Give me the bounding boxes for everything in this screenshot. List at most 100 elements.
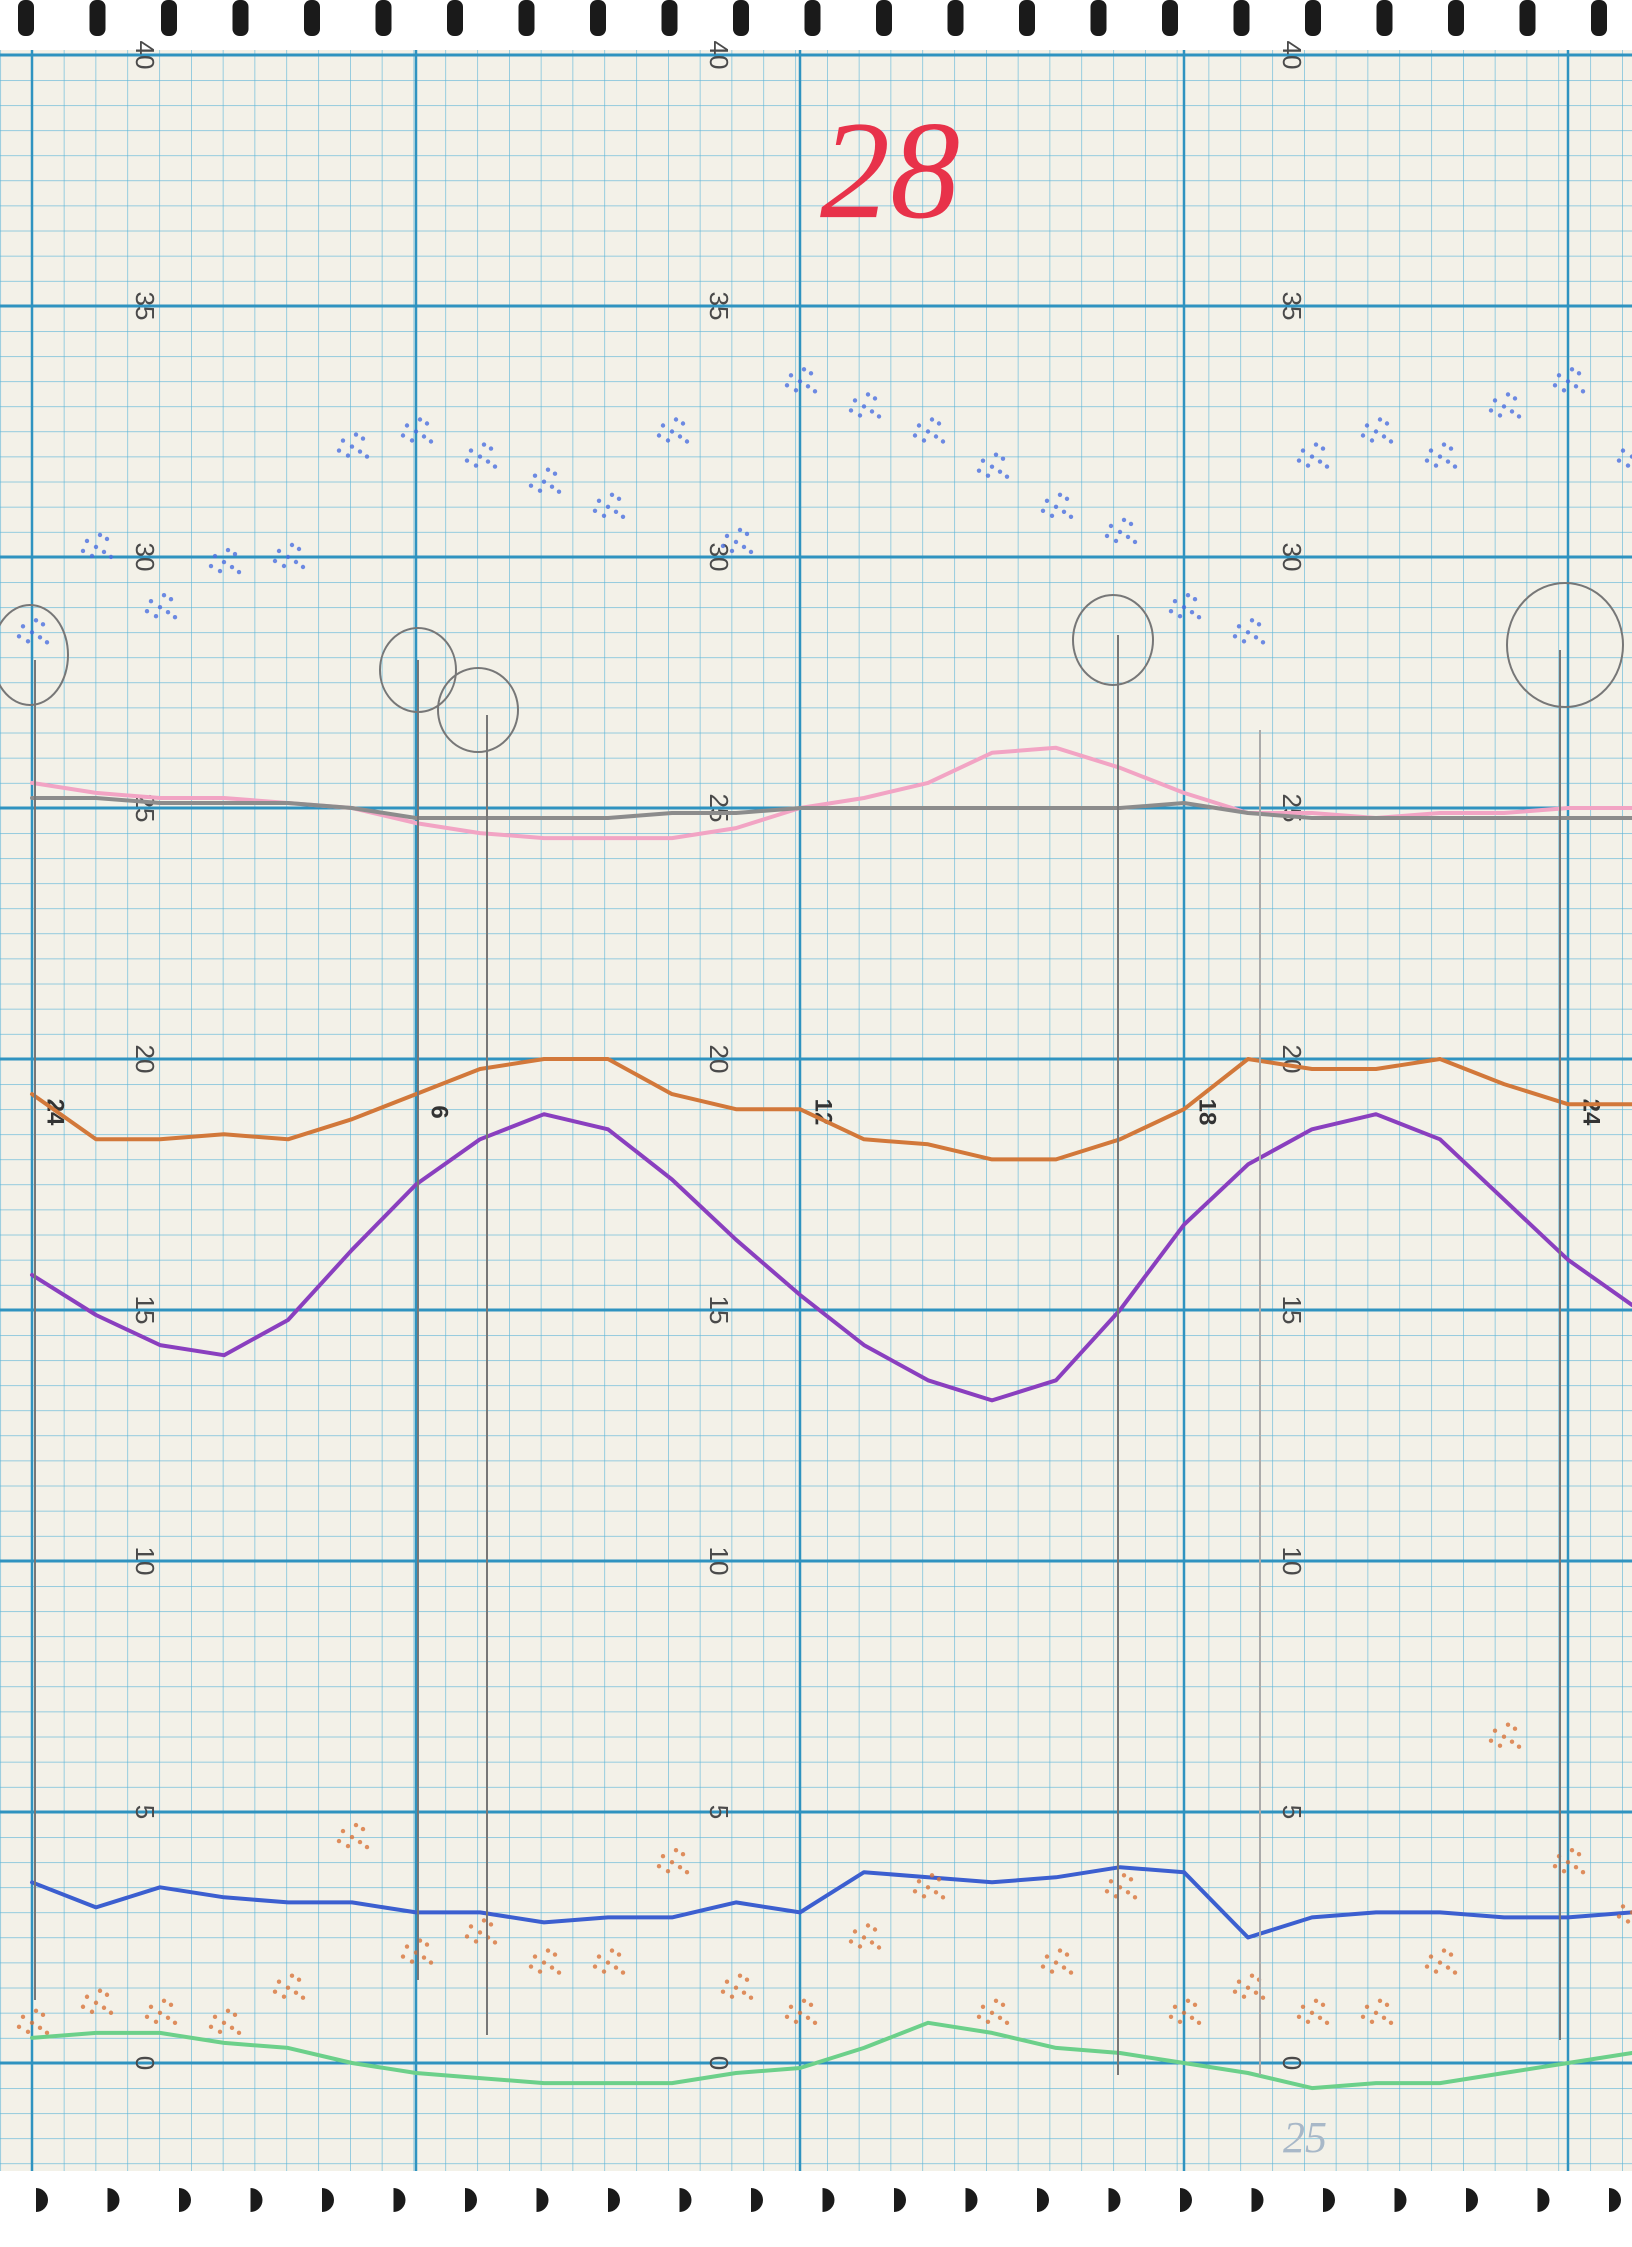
dot xyxy=(1360,2014,1366,2020)
dot xyxy=(148,2004,154,2010)
dot xyxy=(157,2010,163,2016)
dot xyxy=(733,539,739,545)
dot xyxy=(541,479,547,484)
dot xyxy=(208,2024,214,2030)
dot xyxy=(296,546,302,552)
event-circle xyxy=(0,604,69,706)
dot xyxy=(616,1952,622,1957)
dot xyxy=(1620,1904,1626,1909)
dot xyxy=(20,2014,26,2020)
dot xyxy=(808,2002,814,2008)
dot xyxy=(37,2025,43,2031)
dot xyxy=(1232,1989,1238,1994)
dot-cluster xyxy=(1040,492,1074,519)
dot xyxy=(148,599,154,604)
dot xyxy=(1192,597,1198,602)
dot xyxy=(744,531,750,537)
dot xyxy=(1061,1965,1067,1970)
dot xyxy=(857,1944,863,1949)
dot xyxy=(89,553,95,559)
dot xyxy=(16,634,22,639)
dot xyxy=(1452,464,1458,469)
dot xyxy=(33,2008,39,2014)
dot xyxy=(729,1994,735,1999)
dot xyxy=(1388,439,1394,444)
dot-cluster xyxy=(336,1822,370,1850)
dot xyxy=(1317,459,1323,464)
dot xyxy=(1320,446,1326,451)
dot xyxy=(276,548,282,554)
dot xyxy=(976,468,982,473)
dot xyxy=(872,396,878,401)
dot-cluster xyxy=(1296,1998,1330,2026)
dot xyxy=(1068,514,1074,519)
dot xyxy=(293,1990,299,1995)
dot xyxy=(1253,635,1259,640)
dot xyxy=(1236,1979,1242,1984)
dot xyxy=(236,2030,242,2036)
y-tick-label: 0 xyxy=(130,2056,160,2070)
dot xyxy=(1373,429,1379,434)
dot-cluster xyxy=(1168,593,1202,620)
dot xyxy=(801,1998,807,2004)
dot xyxy=(80,2004,86,2009)
dot xyxy=(1004,474,1010,479)
dot xyxy=(1125,534,1131,540)
dot xyxy=(737,1973,743,1978)
dot xyxy=(848,408,854,413)
y-tick-label: 5 xyxy=(704,1805,734,1819)
dot xyxy=(1320,2002,1326,2008)
trace xyxy=(30,796,1632,820)
dot xyxy=(1580,389,1586,394)
dot xyxy=(473,1939,479,1944)
dot xyxy=(97,532,103,538)
dot xyxy=(784,383,790,388)
dot xyxy=(413,429,419,434)
dot-cluster xyxy=(1296,442,1330,469)
sprocket-teeth xyxy=(0,0,1632,50)
dot xyxy=(428,439,434,444)
y-tick-label: 10 xyxy=(1277,1547,1307,1576)
dot xyxy=(1044,498,1050,503)
dot xyxy=(680,1852,686,1857)
dot xyxy=(1196,615,1202,620)
dot xyxy=(936,1877,942,1882)
dot xyxy=(976,2014,982,2020)
dot xyxy=(16,2024,22,2030)
dot xyxy=(1309,454,1315,459)
dot xyxy=(153,2019,159,2025)
dot-cluster xyxy=(1168,1998,1202,2026)
dot xyxy=(929,417,935,422)
dot xyxy=(1384,2002,1390,2008)
dot xyxy=(1620,448,1626,453)
dot xyxy=(997,2015,1003,2021)
dot-cluster xyxy=(1552,367,1586,394)
dot xyxy=(1428,1954,1434,1959)
dot-cluster xyxy=(1552,1848,1586,1875)
dot xyxy=(720,1989,726,1994)
dot xyxy=(1445,1965,1451,1970)
dot xyxy=(217,2029,223,2035)
dot xyxy=(168,2002,174,2008)
dot xyxy=(596,498,602,503)
dot xyxy=(101,2005,107,2010)
dot xyxy=(933,434,939,439)
dot xyxy=(357,1839,363,1845)
dot xyxy=(1245,630,1251,635)
dot xyxy=(869,1940,875,1945)
dot xyxy=(409,1959,415,1964)
dot xyxy=(916,1879,922,1884)
dot xyxy=(1488,1738,1494,1743)
dot-cluster xyxy=(1040,1948,1074,1975)
minor-grid-v xyxy=(0,50,1632,2171)
dot xyxy=(1576,371,1582,376)
dot xyxy=(481,442,487,447)
dot xyxy=(104,536,110,542)
dot xyxy=(1492,398,1498,403)
dot xyxy=(869,409,875,414)
dot xyxy=(1616,458,1622,463)
dot xyxy=(605,1960,611,1965)
dot xyxy=(933,1890,939,1895)
dot xyxy=(289,542,295,548)
y-tick-label: 0 xyxy=(1277,2056,1307,2070)
